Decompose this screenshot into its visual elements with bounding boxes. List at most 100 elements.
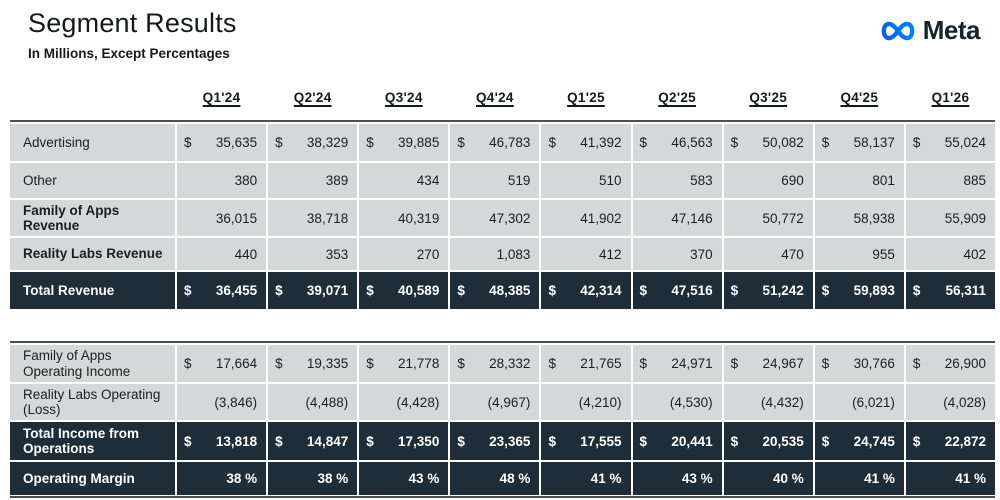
cell: $35,635 [177,124,267,161]
cell: $42,314 [541,272,631,309]
dollar-sign: $ [457,433,465,449]
cell: $51,242 [723,272,813,309]
cell-value: 40 % [772,471,804,486]
cell: (4,488) [268,384,358,420]
cell-value: 46,563 [671,135,713,150]
cell-value: 48,385 [489,283,531,298]
cell-value: 55,909 [944,210,986,226]
cell: 40 % [723,462,813,495]
cell: 38 % [177,462,267,495]
cell: 43 % [359,462,449,495]
row-label: Reality Labs Revenue [10,238,175,270]
cell-value: 510 [599,173,622,188]
page-header: Segment Results In Millions, Except Perc… [28,8,237,61]
cell: 43 % [632,462,722,495]
table-row: Family of Apps Operating Income $17,664 $1… [10,345,995,382]
cell: $26,900 [905,345,995,382]
meta-infinity-icon [878,19,918,43]
row-label: Advertising [10,124,175,161]
dollar-sign: $ [730,433,739,449]
cell: $24,967 [723,345,813,382]
cell-value: 41 % [590,471,622,486]
cell: 40,319 [359,200,449,236]
cell: 58,938 [814,200,904,236]
label-column-spacer [10,90,175,110]
cell-value: (4,967) [487,394,531,410]
cell-value: 40,319 [398,210,440,226]
cell-value: 353 [325,246,349,262]
cell: 412 [541,238,631,270]
revenue-table: Advertising $35,635 $38,329 $39,885 $46,783 $… [10,120,995,309]
cell-value: 42,314 [580,283,622,298]
cell-value: 1,083 [496,246,531,262]
cell-value: 39,071 [306,283,349,298]
dollar-sign: $ [639,135,648,150]
cell: 434 [359,163,449,198]
cell-value: 801 [872,173,895,188]
page-subtitle: In Millions, Except Percentages [28,46,230,61]
cell-value: 36,455 [215,283,258,298]
cell: 41 % [541,462,631,495]
cell: $56,311 [905,272,995,309]
cell-value: 38,329 [306,135,349,150]
dollar-sign: $ [184,356,192,371]
cell: $58,137 [814,124,904,161]
dollar-sign: $ [275,433,283,449]
cell: (4,432) [723,384,813,420]
cell: $39,885 [359,124,449,161]
cell: $17,664 [177,345,267,382]
dollar-sign: $ [912,283,921,298]
cell: 41 % [905,462,995,495]
dollar-sign: $ [457,283,465,298]
cell-value: 20,535 [762,433,804,449]
cell: 801 [814,163,904,198]
cell-value: 40,589 [398,283,440,298]
cell: $28,332 [450,345,540,382]
cell-value: 17,664 [215,356,258,371]
cell-value: 41,902 [580,210,622,226]
cell: $14,847 [268,422,358,460]
cell-value: 58,938 [853,210,895,226]
cell: 47,302 [450,200,540,236]
cell: 55,909 [905,200,995,236]
cell: 583 [632,163,722,198]
cell: $46,563 [632,124,722,161]
cell: $46,783 [450,124,540,161]
cell: 440 [177,238,267,270]
cell: $30,766 [814,345,904,382]
total-row: Total Income from Operations $13,818 $14,8… [10,422,995,460]
cell: $47,516 [632,272,722,309]
cell-value: (4,432) [760,394,804,410]
meta-wordmark: Meta [922,15,981,45]
column-header: Q3'25 [749,90,788,105]
cell-value: 434 [416,173,440,188]
cell: 1,083 [450,238,540,270]
cell-value: (6,021) [852,394,895,410]
cell: 389 [268,163,358,198]
cell: $48,385 [450,272,540,309]
cell: 38,718 [268,200,358,236]
cell: 50,772 [723,200,813,236]
row-label: Other [10,163,175,198]
column-header: Q2'24 [293,90,332,105]
cell: 36,015 [177,200,267,236]
cell: 470 [723,238,813,270]
dollar-sign: $ [184,283,192,298]
cell-value: 28,332 [489,356,531,371]
cell-value: 24,967 [762,356,804,371]
column-header: Q1'25 [567,90,605,105]
cell: $21,778 [359,345,449,382]
dollar-sign: $ [366,433,374,449]
row-label: Total Revenue [10,272,175,309]
cell: $17,350 [359,422,449,460]
cell-value: 690 [781,173,804,188]
cell-value: 47,146 [671,210,713,226]
cell-value: 955 [872,246,895,262]
dollar-sign: $ [912,433,921,449]
cell: $36,455 [177,272,267,309]
dollar-sign: $ [548,283,556,298]
table-row: Other 380 389 434 519 510 583 690 801 885 [10,163,995,198]
dollar-sign: $ [639,356,648,371]
cell: 353 [268,238,358,270]
cell-value: 17,555 [580,433,622,449]
